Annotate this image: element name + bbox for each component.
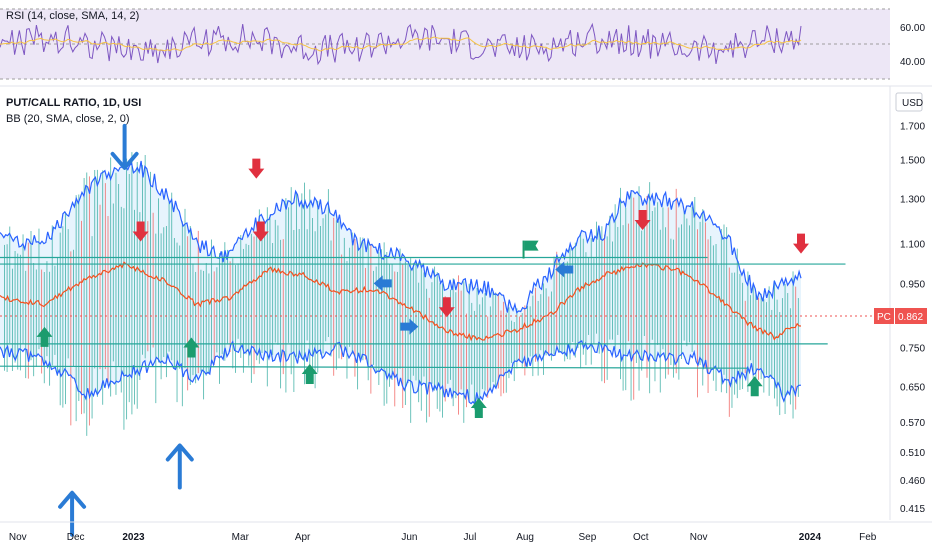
x-tick-label: Mar — [232, 532, 250, 543]
horizontal-lines — [0, 256, 846, 369]
arrow-up-marker[interactable] — [165, 443, 194, 490]
time-axis[interactable]: Nov Dec 2023 Mar Apr Jun Jul Aug Sep Oct Nov 2024 Fe… — [0, 521, 932, 543]
arrow-up-marker[interactable] — [746, 376, 763, 397]
last-price-tag-bg — [895, 308, 927, 324]
x-tick-label: Nov — [9, 532, 27, 543]
x-tick-label: Sep — [579, 532, 597, 543]
bollinger-upper-line — [0, 160, 802, 314]
arrow-up-marker[interactable] — [58, 490, 87, 537]
arrow-down-marker[interactable] — [132, 221, 149, 242]
y-tick-label: 0.950 — [900, 279, 925, 290]
last-price-tag-label-bg — [874, 308, 894, 324]
y-tick-label: 0.570 — [900, 418, 925, 429]
rsi-pane: RSI (14, close, SMA, 14, 2) 60.00 40.00 — [0, 8, 925, 80]
currency-badge[interactable] — [895, 92, 923, 112]
arrow-left-marker[interactable] — [373, 275, 392, 292]
x-tick-label: Dec — [67, 532, 85, 543]
x-tick-label: Jul — [464, 532, 477, 543]
arrow-up-marker[interactable] — [36, 326, 53, 347]
price-scale[interactable]: USD 1.7001.5001.3001.1000.9500.8500.7500… — [874, 86, 927, 520]
rsi-tick-40: 40.00 — [900, 57, 925, 68]
last-price-tag-value: 0.862 — [898, 312, 923, 323]
horizontal-line — [0, 365, 748, 369]
flag-marker[interactable] — [522, 240, 539, 259]
y-tick-label: 1.500 — [900, 155, 925, 166]
rsi-sma-line — [0, 36, 802, 52]
y-tick-label: 0.460 — [900, 476, 925, 487]
main-title: PUT/CALL RATIO, 1D, USI — [6, 97, 141, 109]
arrow-left-marker[interactable] — [555, 261, 574, 278]
rsi-tick-60: 60.00 — [900, 23, 925, 34]
y-tick-label: 0.415 — [900, 504, 925, 515]
x-tick-label: Jun — [401, 532, 417, 543]
x-tick-label: 2023 — [122, 532, 145, 543]
x-tick-label: Nov — [690, 532, 708, 543]
arrow-up-marker[interactable] — [183, 337, 200, 358]
x-axis-ticks: Nov Dec 2023 Mar Apr Jun Jul Aug Sep Oct Nov 2024 Fe… — [9, 532, 877, 543]
x-tick-label: Feb — [859, 532, 877, 543]
last-price-tag-label: PC — [877, 312, 891, 323]
arrow-down-marker[interactable] — [248, 158, 265, 179]
y-tick-label: 1.100 — [900, 240, 925, 251]
arrow-down-marker[interactable] — [110, 123, 139, 170]
signal-markers — [36, 123, 809, 537]
x-tick-label: Oct — [633, 532, 649, 543]
price-bars — [3, 152, 799, 436]
arrow-up-marker[interactable] — [301, 364, 318, 385]
rsi-label: RSI (14, close, SMA, 14, 2) — [6, 10, 139, 22]
arrow-down-marker[interactable] — [438, 297, 455, 318]
rsi-series-line — [0, 22, 802, 66]
arrow-up-marker[interactable] — [470, 398, 487, 419]
arrow-down-marker[interactable] — [252, 221, 269, 242]
y-tick-label: 1.700 — [900, 122, 925, 133]
x-tick-label: Aug — [516, 532, 534, 543]
arrow-down-marker[interactable] — [634, 209, 651, 230]
main-pane: PUT/CALL RATIO, 1D, USI BB (20, SMA, clo… — [0, 97, 890, 537]
y-tick-label: 0.510 — [900, 448, 925, 459]
y-tick-label: 1.300 — [900, 194, 925, 205]
y-tick-label: 0.750 — [900, 343, 925, 354]
currency-label: USD — [902, 98, 923, 109]
y-tick-label: 0.650 — [900, 382, 925, 393]
bollinger-lower-line — [0, 339, 802, 406]
x-tick-label: 2024 — [799, 532, 822, 543]
bollinger-basis-line — [0, 261, 802, 342]
arrow-right-marker[interactable] — [400, 318, 419, 335]
x-tick-label: Apr — [295, 532, 311, 543]
arrow-down-marker[interactable] — [793, 233, 809, 254]
bb-indicator-label: BB (20, SMA, close, 2, 0) — [6, 113, 130, 125]
